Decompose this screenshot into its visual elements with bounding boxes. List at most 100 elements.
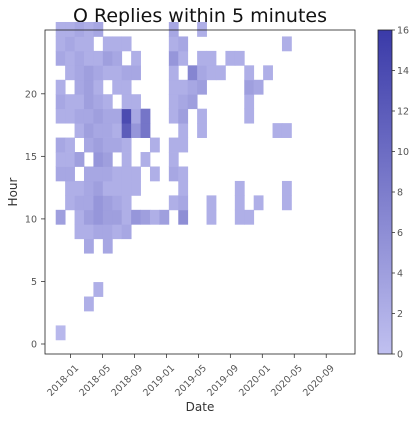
heatmap-cell bbox=[102, 180, 113, 196]
heatmap-cell bbox=[244, 209, 255, 225]
heatmap-cell bbox=[65, 108, 75, 124]
heatmap-cell bbox=[178, 195, 189, 211]
heatmap-cell bbox=[65, 50, 75, 66]
heatmap-cell bbox=[206, 50, 217, 66]
heatmap-cell bbox=[83, 50, 94, 66]
heatmap-cell bbox=[83, 123, 94, 138]
heatmap-cell bbox=[131, 65, 141, 81]
x-axis-label: Date bbox=[186, 400, 215, 414]
heatmap-cell bbox=[83, 137, 94, 153]
heatmap-cell bbox=[112, 166, 123, 182]
heatmap-cell bbox=[93, 209, 104, 225]
heatmap-cell bbox=[65, 36, 75, 52]
heatmap-cell bbox=[131, 94, 141, 110]
heatmap-cell bbox=[168, 36, 179, 52]
heatmap-cell bbox=[149, 166, 160, 182]
heatmap-cell bbox=[187, 94, 198, 110]
heatmap-cell bbox=[55, 209, 66, 225]
heatmap-cell bbox=[244, 65, 255, 81]
heatmap-cell bbox=[178, 180, 189, 196]
heatmap-cell bbox=[83, 166, 94, 182]
heatmap-cell bbox=[187, 65, 198, 81]
heatmap-cell bbox=[272, 123, 283, 138]
heatmap-cell bbox=[83, 296, 94, 312]
y-axis-ticks: 0 5 10 15 20 bbox=[25, 89, 45, 350]
heatmap-cell bbox=[121, 94, 132, 110]
heatmap-cell bbox=[102, 137, 113, 153]
heatmap-cell bbox=[131, 180, 141, 196]
heatmap-cell bbox=[197, 65, 207, 81]
y-tick-label: 0 bbox=[31, 339, 37, 350]
heatmap-cell bbox=[121, 224, 132, 240]
heatmap-cell bbox=[93, 282, 104, 297]
heatmap-cell bbox=[65, 195, 75, 211]
x-tick-label: 2019-01 bbox=[141, 363, 177, 399]
heatmap-cell bbox=[112, 180, 123, 196]
heatmap-cell bbox=[206, 209, 217, 225]
heatmap-cell bbox=[168, 108, 179, 124]
heatmap-cell bbox=[74, 79, 85, 95]
y-tick-label: 10 bbox=[25, 214, 37, 225]
heatmap-cell bbox=[74, 180, 85, 196]
heatmap-cell bbox=[197, 79, 207, 95]
heatmap-cell bbox=[112, 108, 123, 124]
heatmap-cell bbox=[121, 79, 132, 95]
heatmap-cell bbox=[65, 65, 75, 81]
heatmap-cell bbox=[102, 166, 113, 182]
heatmap-cell bbox=[187, 79, 198, 95]
heatmap-cell bbox=[168, 137, 179, 153]
heatmap-cell bbox=[93, 21, 104, 37]
heatmap-cell bbox=[83, 21, 94, 37]
heatmap-cell bbox=[93, 65, 104, 81]
heatmap-cell bbox=[55, 79, 66, 95]
heatmap-cell bbox=[93, 137, 104, 153]
heatmap-cell bbox=[178, 94, 189, 110]
colorbar-tick-label: 12 bbox=[397, 107, 409, 118]
heatmap-cell bbox=[253, 79, 264, 95]
heatmap-cell bbox=[121, 180, 132, 196]
x-tick-label: 2018-09 bbox=[109, 363, 145, 399]
heatmap-cell bbox=[74, 224, 85, 240]
heatmap-cell bbox=[121, 166, 132, 182]
colorbar-tick-label: 0 bbox=[397, 350, 403, 361]
heatmap-cell bbox=[93, 195, 104, 211]
heatmap-cell bbox=[93, 79, 104, 95]
heatmap-cell bbox=[102, 209, 113, 225]
heatmap-cell bbox=[178, 79, 189, 95]
heatmap-cell bbox=[168, 166, 179, 182]
colorbar bbox=[377, 29, 393, 355]
heatmap-cell bbox=[140, 209, 151, 225]
heatmap-cell bbox=[168, 21, 179, 37]
heatmap-cell bbox=[93, 180, 104, 196]
heatmap-cell bbox=[178, 123, 189, 138]
heatmap-cell bbox=[65, 137, 75, 153]
heatmap-cell bbox=[197, 50, 207, 66]
heatmap-cell bbox=[65, 152, 75, 167]
heatmap-cell bbox=[83, 180, 94, 196]
colorbar-tick-label: 14 bbox=[397, 66, 409, 77]
heatmap-cell bbox=[112, 209, 123, 225]
heatmap-cell bbox=[112, 36, 123, 52]
heatmap-cell bbox=[206, 195, 217, 211]
heatmap-cell bbox=[93, 152, 104, 167]
heatmap-cell bbox=[168, 79, 179, 95]
heatmap-cell bbox=[74, 21, 85, 37]
heatmap-cell bbox=[234, 180, 245, 196]
colorbar-tick-label: 6 bbox=[397, 228, 403, 239]
heatmap-cell bbox=[74, 123, 85, 138]
heatmap-cell bbox=[131, 209, 141, 225]
heatmap-cell bbox=[234, 209, 245, 225]
heatmap-cell bbox=[168, 152, 179, 167]
heatmap-cell bbox=[197, 123, 207, 138]
x-axis-ticks: 2018-012018-052018-092019-012019-052019-… bbox=[45, 354, 337, 399]
heatmap-cell bbox=[112, 224, 123, 240]
x-tick-label: 2019-09 bbox=[205, 363, 241, 399]
heatmap-cell bbox=[74, 94, 85, 110]
heatmap-cell bbox=[178, 36, 189, 52]
heatmap-cell bbox=[131, 50, 141, 66]
heatmap-cell bbox=[102, 94, 113, 110]
plot-frame bbox=[44, 29, 356, 355]
heatmap-cell bbox=[197, 108, 207, 124]
colorbar-tick-label: 2 bbox=[397, 309, 403, 320]
heatmap-cell bbox=[112, 65, 123, 81]
